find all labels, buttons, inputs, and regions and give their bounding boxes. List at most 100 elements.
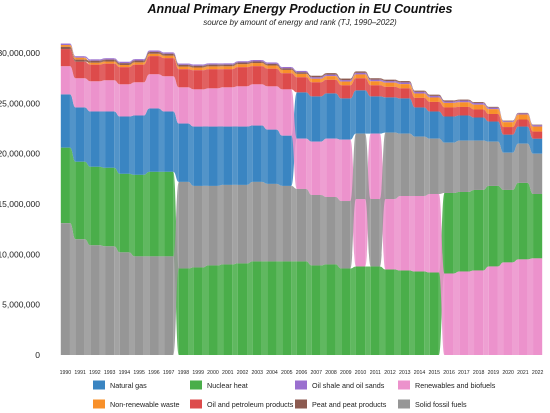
bar-solid-fossil-fuels-2000 <box>208 185 218 266</box>
bar-oil-and-petroleum-products-1990 <box>60 49 70 67</box>
band-nuclear-heat-2008 <box>335 264 342 355</box>
band-natural-gas-2019 <box>497 121 504 153</box>
band-nuclear-heat-2000 <box>217 264 224 355</box>
band-oil-and-petroleum-products-2010 <box>365 78 371 97</box>
bar-renewables-and-biofuels-1998 <box>178 87 189 124</box>
bar-nuclear-heat-2000 <box>208 265 218 355</box>
bar-solid-fossil-fuels-2005 <box>282 185 292 262</box>
bar-renewables-and-biofuels-1990 <box>60 66 70 95</box>
bar-oil-and-petroleum-products-2004 <box>267 68 277 87</box>
legend-label: Natural gas <box>110 381 147 390</box>
band-oil-and-petroleum-products-1996 <box>158 56 165 77</box>
bar-solid-fossil-fuels-2022 <box>533 153 543 194</box>
bar-oil-shale-and-oil-sands-1995 <box>134 59 144 61</box>
bar-natural-gas-1991 <box>75 107 85 162</box>
band-peat-and-peat-products-1991 <box>84 59 91 63</box>
band-oil-shale-and-oil-sands-2009 <box>350 72 356 82</box>
y-tick-label: 30,000,000 <box>0 48 40 58</box>
bar-non-renewable-waste-2007 <box>311 78 321 83</box>
bar-solid-fossil-fuels-2016 <box>444 142 454 193</box>
bar-renewables-and-biofuels-2020 <box>503 262 513 355</box>
bar-oil-shale-and-oil-sands-2017 <box>459 100 469 103</box>
bar-nuclear-heat-2022 <box>533 193 543 259</box>
band-peat-and-peat-products-1990 <box>69 46 76 62</box>
bar-natural-gas-1992 <box>90 111 100 167</box>
bar-natural-gas-2011 <box>370 96 380 134</box>
bar-renewables-and-biofuels-2002 <box>237 86 248 127</box>
legend-item-renewables-and-biofuels: Renewables and biofuels <box>398 380 496 390</box>
bar-solid-fossil-fuels-1991 <box>75 239 85 355</box>
bar-peat-and-peat-products-1998 <box>178 64 189 67</box>
band-oil-shale-and-oil-sands-2015 <box>438 95 445 103</box>
bar-oil-and-petroleum-products-2010 <box>355 78 366 91</box>
band-natural-gas-2003 <box>261 125 268 184</box>
bar-nuclear-heat-2003 <box>252 261 262 355</box>
bar-nuclear-heat-1998 <box>178 268 189 355</box>
bar-oil-and-petroleum-products-2018 <box>474 109 484 118</box>
band-solid-fossil-fuels-2021 <box>527 143 534 194</box>
bar-oil-and-petroleum-products-2015 <box>429 101 439 112</box>
series-bars-peat-and-peat-products <box>60 46 543 126</box>
band-nuclear-heat-2002 <box>247 261 253 355</box>
bar-solid-fossil-fuels-2002 <box>237 184 248 264</box>
band-nuclear-heat-2014 <box>424 271 430 355</box>
bar-natural-gas-2000 <box>208 126 218 186</box>
band-peat-and-peat-products-2004 <box>276 63 283 70</box>
band-nuclear-heat-2003 <box>261 261 268 355</box>
bar-non-renewable-waste-2011 <box>370 81 380 86</box>
bar-natural-gas-2008 <box>326 93 336 139</box>
bar-oil-and-petroleum-products-1994 <box>119 67 129 85</box>
band-natural-gas-2008 <box>335 93 342 140</box>
band-oil-shale-and-oil-sands-1994 <box>128 59 135 64</box>
series-band-natural-gas <box>69 90 534 186</box>
band-solid-fossil-fuels-2014 <box>424 136 430 196</box>
band-oil-shale-and-oil-sands-1993 <box>114 58 120 64</box>
band-solid-fossil-fuels-2004 <box>276 183 283 262</box>
band-natural-gas-2016 <box>453 115 460 143</box>
bar-oil-shale-and-oil-sands-1990 <box>60 43 70 46</box>
series-band-peat-and-peat-products <box>69 46 534 126</box>
band-solid-fossil-fuels-2002 <box>247 181 253 264</box>
bar-peat-and-peat-products-2005 <box>282 68 292 70</box>
bar-peat-and-peat-products-2004 <box>267 63 277 66</box>
legend-item-solid-fossil-fuels: Solid fossil fuels <box>398 399 467 409</box>
band-renewables-and-biofuels-1992 <box>99 80 106 112</box>
bar-solid-fossil-fuels-2019 <box>488 141 498 186</box>
legend-item-non-renewable-waste: Non-renewable waste <box>93 399 180 409</box>
band-peat-and-peat-products-1997 <box>173 53 179 67</box>
band-natural-gas-1990 <box>69 94 76 162</box>
band-natural-gas-1992 <box>99 111 106 168</box>
x-tick-label: 2014 <box>414 370 426 376</box>
band-natural-gas-2020 <box>512 126 519 153</box>
band-renewables-and-biofuels-1995 <box>143 74 150 116</box>
bar-solid-fossil-fuels-1994 <box>119 252 129 355</box>
bar-nuclear-heat-1990 <box>60 147 70 224</box>
bar-natural-gas-2006 <box>296 92 307 139</box>
bar-renewables-and-biofuels-2014 <box>414 195 425 272</box>
legend-label: Solid fossil fuels <box>415 400 467 409</box>
bar-oil-shale-and-oil-sands-2008 <box>326 74 336 77</box>
band-nuclear-heat-2006 <box>306 261 312 355</box>
legend-item-nuclear-heat: Nuclear heat <box>190 380 248 390</box>
bar-solid-fossil-fuels-1993 <box>105 246 115 355</box>
bar-solid-fossil-fuels-2014 <box>414 136 425 196</box>
legend-swatch <box>295 380 307 390</box>
band-oil-and-petroleum-products-1995 <box>143 56 150 83</box>
band-renewables-and-biofuels-2001 <box>232 86 238 127</box>
bar-peat-and-peat-products-2015 <box>429 94 439 96</box>
band-non-renewable-waste-1995 <box>143 53 150 65</box>
series-band-oil-and-petroleum-products <box>69 49 534 139</box>
x-tick-label: 2009 <box>340 370 352 376</box>
bar-oil-shale-and-oil-sands-2019 <box>488 107 498 110</box>
band-oil-and-petroleum-products-1998 <box>188 69 194 90</box>
band-oil-and-petroleum-products-1993 <box>114 63 120 85</box>
x-tick-label: 2020 <box>502 370 514 376</box>
band-peat-and-peat-products-2015 <box>438 94 445 102</box>
band-non-renewable-waste-1998 <box>188 66 194 71</box>
band-natural-gas-2013 <box>409 98 415 137</box>
bar-nuclear-heat-2007 <box>311 265 321 355</box>
x-tick-label: 2012 <box>384 370 396 376</box>
series-band-non-renewable-waste <box>69 45 534 132</box>
band-non-renewable-waste-2020 <box>512 114 519 128</box>
bar-oil-shale-and-oil-sands-2021 <box>518 113 528 115</box>
